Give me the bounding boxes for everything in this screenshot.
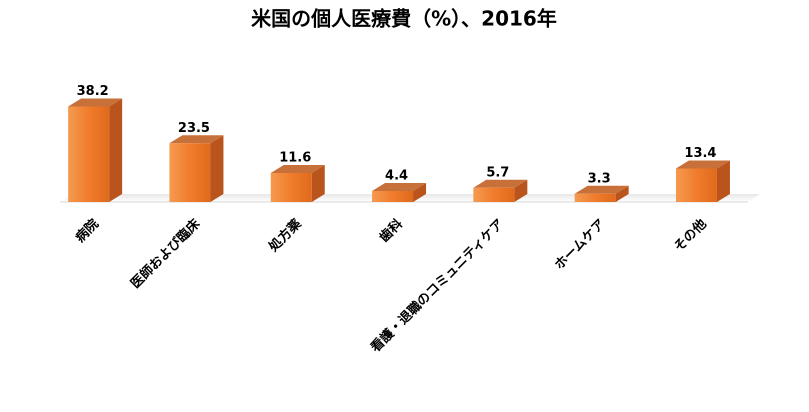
bar-top: [675, 160, 730, 169]
bar: [68, 106, 110, 202]
bar: [169, 143, 211, 202]
bar-top: [574, 185, 629, 194]
bar-side: [615, 185, 629, 202]
bar: [372, 191, 414, 202]
bar: [473, 187, 515, 202]
value-label: 3.3: [588, 171, 611, 186]
x-tick-label: 歯科: [376, 216, 406, 246]
value-label: 4.4: [385, 169, 408, 184]
value-label: 5.7: [486, 165, 509, 180]
bar-top: [68, 98, 123, 107]
chart-title: 米国の個人医療費（%）、2016年: [251, 7, 557, 31]
bar: [270, 173, 312, 202]
bar-top: [473, 179, 528, 188]
bar-side: [210, 135, 224, 202]
bar-side: [716, 160, 730, 202]
x-tick-label: 医師および臨床: [128, 215, 204, 291]
x-tick-label: 処方薬: [265, 215, 305, 255]
bar: [574, 193, 616, 202]
bar: [675, 168, 717, 202]
bar-top: [270, 165, 325, 173]
value-label: 13.4: [684, 146, 716, 161]
value-label: 11.6: [279, 151, 311, 166]
bar-side: [413, 183, 427, 202]
x-tick-label: 病院: [72, 216, 102, 246]
x-tick-label: ホームケア: [552, 217, 608, 273]
x-tick-label: その他: [671, 216, 710, 255]
bar-side: [514, 179, 528, 202]
bar-top: [169, 135, 224, 144]
bar-side: [311, 165, 325, 202]
value-label: 23.5: [178, 121, 210, 136]
value-label: 38.2: [77, 84, 109, 99]
bar-side: [109, 98, 123, 202]
bar-top: [372, 183, 427, 191]
